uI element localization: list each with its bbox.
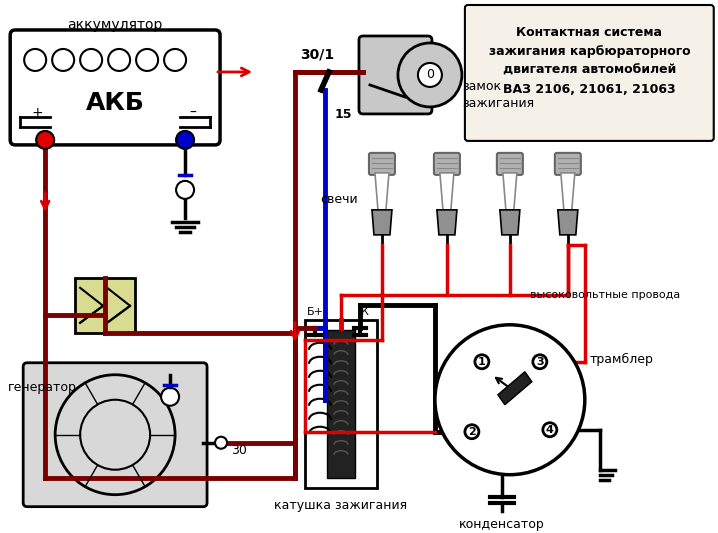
- Text: 0: 0: [426, 68, 434, 82]
- Polygon shape: [503, 173, 517, 210]
- Text: 4: 4: [546, 425, 554, 435]
- FancyBboxPatch shape: [465, 5, 714, 141]
- Bar: [327, 330, 355, 478]
- Polygon shape: [561, 173, 575, 210]
- FancyBboxPatch shape: [555, 153, 581, 175]
- Text: 1: 1: [478, 357, 486, 367]
- Text: замок
зажигания: замок зажигания: [462, 80, 534, 110]
- Text: аккумулятор: аккумулятор: [67, 18, 163, 32]
- Polygon shape: [440, 173, 454, 210]
- Text: К: К: [361, 307, 369, 317]
- Polygon shape: [498, 372, 532, 405]
- Circle shape: [398, 43, 462, 107]
- FancyBboxPatch shape: [434, 153, 460, 175]
- Text: генератор: генератор: [8, 381, 77, 394]
- Polygon shape: [558, 210, 578, 235]
- Circle shape: [543, 423, 557, 437]
- Text: свечи: свечи: [320, 193, 358, 206]
- FancyBboxPatch shape: [369, 153, 395, 175]
- Polygon shape: [500, 210, 520, 235]
- Circle shape: [215, 437, 227, 449]
- Circle shape: [161, 387, 179, 406]
- Bar: [305, 320, 377, 488]
- Text: 15: 15: [335, 108, 353, 122]
- Bar: [75, 278, 135, 333]
- Polygon shape: [372, 210, 392, 235]
- Polygon shape: [375, 173, 389, 210]
- Text: 3: 3: [536, 357, 544, 367]
- Text: 30: 30: [231, 444, 247, 457]
- Circle shape: [176, 181, 194, 199]
- FancyBboxPatch shape: [497, 153, 523, 175]
- Text: +: +: [32, 106, 43, 120]
- Text: Б+: Б+: [307, 307, 324, 317]
- Text: катушка зажигания: катушка зажигания: [274, 499, 408, 512]
- Text: 30/1: 30/1: [300, 48, 334, 62]
- Text: трамблер: трамблер: [589, 353, 653, 366]
- FancyBboxPatch shape: [23, 363, 207, 507]
- Circle shape: [465, 425, 479, 439]
- Circle shape: [36, 131, 54, 149]
- Text: конденсатор: конденсатор: [459, 518, 545, 531]
- Text: –: –: [190, 106, 197, 120]
- Text: высоковольтные провода: высоковольтные провода: [529, 290, 680, 300]
- FancyBboxPatch shape: [359, 36, 432, 114]
- Text: АКБ: АКБ: [85, 91, 144, 115]
- Text: Контактная система
зажигания карбюраторного
двигателя автомобилей
ВАЗ 2106, 2106: Контактная система зажигания карбюраторн…: [488, 26, 690, 96]
- Circle shape: [533, 355, 547, 369]
- Polygon shape: [437, 210, 457, 235]
- Text: 2: 2: [468, 427, 476, 437]
- Circle shape: [435, 325, 585, 475]
- Circle shape: [475, 355, 489, 369]
- Circle shape: [418, 63, 442, 87]
- Circle shape: [176, 131, 194, 149]
- FancyBboxPatch shape: [10, 30, 220, 145]
